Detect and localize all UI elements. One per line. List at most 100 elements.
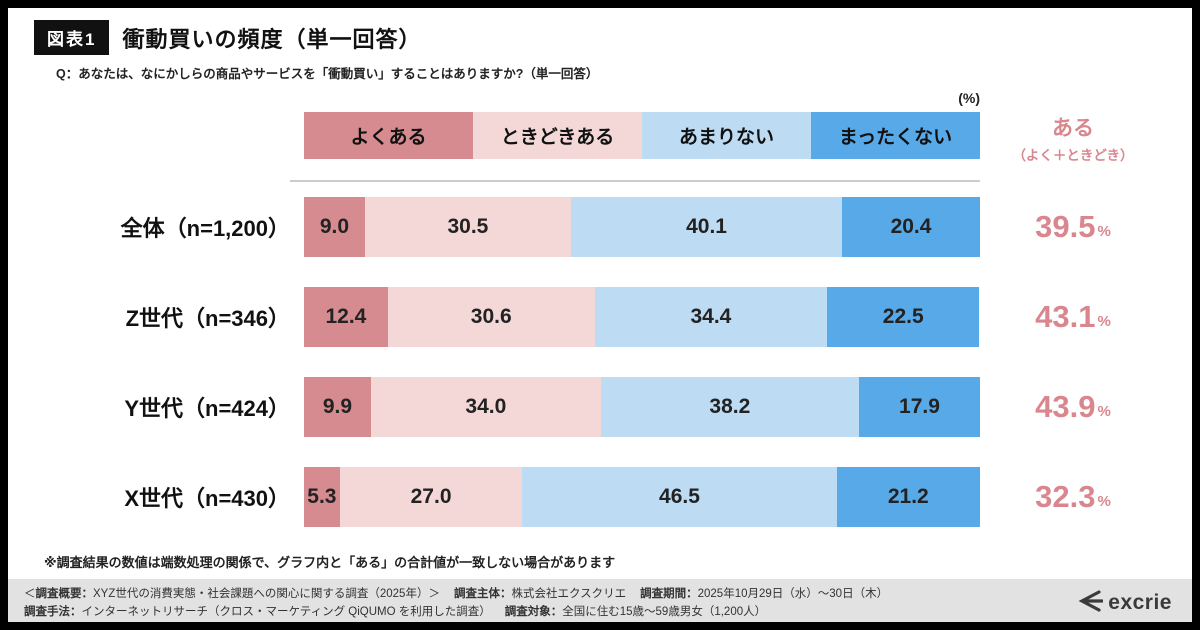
legend-label: ときどきある [500, 127, 615, 148]
chart-header-row: (%) よくある ときどきある あまりない まったくない ある （よく＋ときどき… [34, 90, 1166, 164]
legend-label: まったくない [838, 127, 953, 148]
aru-total-value: 32.3 [1035, 479, 1096, 514]
bar-segment-never: 20.4 [842, 197, 980, 257]
divider-spacer [980, 180, 1166, 182]
segment-value: 21.2 [887, 485, 929, 508]
logo-mark-icon [1075, 590, 1104, 617]
percent-sign: % [1097, 403, 1111, 420]
bar-row: 9.9 34.0 38.2 17.9 [304, 377, 980, 437]
bar-segment-sometimes: 34.0 [370, 377, 601, 437]
survey-info-fragment: 株式会社エクスクリエ [511, 588, 627, 600]
bar-segment-often: 5.3 [304, 467, 340, 527]
bar-segment-never: 21.2 [836, 467, 980, 527]
bar-segment-sometimes: 30.5 [364, 197, 571, 257]
survey-info-label: 調査概要： [35, 588, 94, 600]
survey-info-bar: ＜調査概要：XYZ世代の消費実態・社会課題への関心に関する調査（2025年）＞ 調… [8, 579, 1192, 622]
legend-divider-row [34, 180, 1166, 182]
survey-question: Q：あなたは、なにかしらの商品やサービスを「衝動買い」することはありますか?（単… [56, 67, 599, 81]
bar-segment-sometimes: 30.6 [387, 287, 595, 347]
aru-total: 32.3% [980, 479, 1166, 515]
bar-row: 5.3 27.0 46.5 21.2 [304, 467, 980, 527]
aru-total: 43.9% [980, 389, 1166, 425]
segment-value: 12.4 [325, 305, 367, 328]
segment-value: 46.5 [659, 485, 700, 508]
unit-label: (%) [958, 90, 980, 106]
segment-value: 9.0 [319, 215, 350, 238]
stacked-bar-chart: (%) よくある ときどきある あまりない まったくない ある （よく＋ときどき… [8, 82, 1192, 542]
chart-row-genz: Z世代（n=346） 12.4 30.6 34.4 22.5 43.1% [34, 272, 1166, 362]
segment-value: 17.9 [899, 395, 940, 418]
bar-row: 12.4 30.6 34.4 22.5 [304, 287, 980, 347]
legend-left-spacer [34, 112, 304, 164]
divider-spacer [34, 180, 290, 182]
survey-info-label: 調査対象： [504, 606, 563, 619]
survey-info-fragment: 全国に住む15歳〜59歳男女（1,200人） [562, 606, 767, 619]
percent-sign: % [1097, 223, 1111, 240]
chart-row-geny: Y世代（n=424） 9.9 34.0 38.2 17.9 43.9% [34, 362, 1166, 452]
figure-tag: 図表1 [34, 20, 110, 55]
bar-segment-rarely: 40.1 [571, 197, 843, 257]
segment-value: 38.2 [709, 395, 751, 418]
percent-sign: % [1097, 493, 1111, 510]
segment-value: 20.4 [890, 215, 932, 238]
legend-item-rarely: あまりない [642, 112, 811, 159]
percent-sign: % [1097, 313, 1111, 330]
category-label: Y世代（n=424） [124, 396, 290, 421]
bar-segment-sometimes: 27.0 [339, 467, 523, 527]
survey-info-label: 調査期間： [640, 588, 698, 600]
survey-info-fragment: ＜ [24, 588, 36, 600]
survey-info-fragment: インターネットリサーチ（クロス・マーケティング QiQUMO を利用した調査） [81, 606, 491, 619]
aru-total-value: 43.1 [1035, 299, 1096, 334]
category-label: X世代（n=430） [124, 486, 290, 511]
bar-segment-never: 17.9 [858, 377, 980, 437]
survey-info-label: 調査主体： [453, 588, 512, 600]
bar-row: 9.0 30.5 40.1 20.4 [304, 197, 980, 257]
segment-value: 22.5 [882, 305, 924, 328]
segment-value: 34.4 [690, 305, 732, 328]
aru-total: 43.1% [980, 299, 1166, 335]
excrie-logo: excrie [1075, 590, 1172, 617]
survey-info-text: ＜調査概要：XYZ世代の消費実態・社会課題への関心に関する調査（2025年）＞ 調… [24, 585, 1051, 622]
survey-info-fragment: 2025年10月29日（水）〜30日（木） [697, 588, 889, 600]
aru-header-line2: （よく＋ときどき） [1012, 148, 1134, 163]
aru-header-line1: ある [1052, 117, 1094, 140]
bar-segment-rarely: 46.5 [522, 467, 837, 527]
chart-legend: よくある ときどきある あまりない まったくない [304, 112, 980, 159]
segment-value: 34.0 [465, 395, 507, 418]
logo-text: excrie [1108, 591, 1172, 615]
footnote: ※調査結果の数値は端数処理の関係で、グラフ内と「ある」の合計値が一致しない場合が… [44, 555, 616, 570]
category-label: 全体（n=1,200） [120, 216, 290, 241]
bar-segment-often: 9.9 [304, 377, 371, 437]
legend-label: あまりない [678, 127, 774, 148]
segment-value: 30.6 [470, 305, 512, 328]
chart-row-zentai: 全体（n=1,200） 9.0 30.5 40.1 20.4 39.5% [34, 182, 1166, 272]
bar-segment-never: 22.5 [827, 287, 980, 347]
legend-divider-line [290, 180, 980, 182]
segment-value: 9.9 [322, 395, 353, 418]
survey-info-line2: 調査手法：インターネットリサーチ（クロス・マーケティング QiQUMO を利用し… [24, 603, 1051, 621]
aru-total-value: 43.9 [1035, 389, 1096, 424]
segment-value: 27.0 [410, 485, 452, 508]
aru-total: 39.5% [980, 209, 1166, 245]
aru-total-value: 39.5 [1035, 209, 1096, 244]
legend-item-never: まったくない [811, 112, 980, 159]
bar-segment-rarely: 34.4 [594, 287, 828, 347]
segment-value: 30.5 [447, 215, 489, 238]
legend-label: よくある [350, 127, 427, 148]
survey-info-fragment: XYZ世代の消費実態・社会課題への関心に関する調査（2025年）＞ [93, 588, 440, 600]
bar-segment-rarely: 38.2 [600, 377, 859, 437]
chart-row-genx: X世代（n=430） 5.3 27.0 46.5 21.2 32.3% [34, 452, 1166, 542]
legend-item-often: よくある [304, 112, 473, 159]
category-label: Z世代（n=346） [125, 306, 290, 331]
legend-item-sometimes: ときどきある [473, 112, 642, 159]
survey-info-line1: ＜調査概要：XYZ世代の消費実態・社会課題への関心に関する調査（2025年）＞ 調… [24, 585, 1051, 603]
segment-value: 5.3 [307, 485, 337, 508]
survey-info-label: 調査手法： [24, 606, 82, 619]
figure-title: 衝動買いの頻度（単一回答） [122, 26, 422, 52]
segment-value: 40.1 [686, 215, 727, 238]
bar-segment-often: 9.0 [304, 197, 365, 257]
aru-column-header: ある （よく＋ときどき） [980, 112, 1166, 164]
bar-segment-often: 12.4 [304, 287, 388, 347]
figure-header: 図表1 衝動買いの頻度（単一回答） [8, 8, 1192, 55]
